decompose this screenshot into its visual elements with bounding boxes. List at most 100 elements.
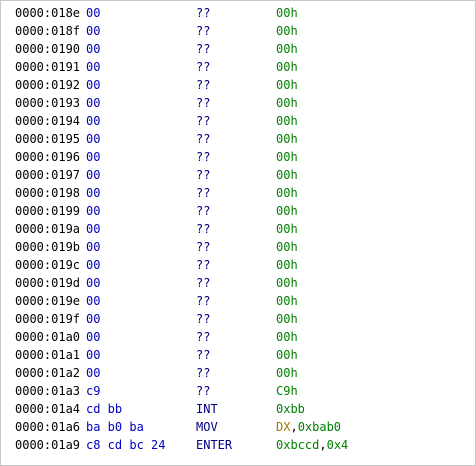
- bytes-cell[interactable]: 00: [86, 78, 101, 92]
- listing-row[interactable]: 0000:01a2 00?? 00h: [1, 364, 475, 382]
- address-cell[interactable]: 0000:0197: [15, 168, 81, 182]
- operand-cell[interactable]: 00h: [276, 346, 298, 364]
- bytes-cell[interactable]: 00: [86, 60, 101, 74]
- address-cell[interactable]: 0000:0199: [15, 204, 81, 218]
- bytes-cell[interactable]: 00: [86, 6, 101, 20]
- bytes-cell[interactable]: 00: [86, 312, 101, 326]
- listing-row[interactable]: 0000:0197 00?? 00h: [1, 166, 475, 184]
- bytes-cell[interactable]: 00: [86, 168, 101, 182]
- listing-row[interactable]: 0000:0196 00?? 00h: [1, 148, 475, 166]
- operand-scalar[interactable]: 00h: [276, 186, 298, 200]
- address-cell[interactable]: 0000:01a3: [15, 384, 81, 398]
- operand-scalar[interactable]: 00h: [276, 96, 298, 110]
- listing-row[interactable]: 0000:0194 00?? 00h: [1, 112, 475, 130]
- operand-scalar[interactable]: 00h: [276, 6, 298, 20]
- address-cell[interactable]: 0000:01a0: [15, 330, 81, 344]
- bytes-cell[interactable]: 00: [86, 330, 101, 344]
- operand-scalar[interactable]: 00h: [276, 114, 298, 128]
- address-cell[interactable]: 0000:0191: [15, 60, 81, 74]
- bytes-cell[interactable]: 00: [86, 240, 101, 254]
- mnemonic-cell[interactable]: ??: [196, 294, 211, 308]
- operand-cell[interactable]: 00h: [276, 130, 298, 148]
- listing-row[interactable]: 0000:0191 00?? 00h: [1, 58, 475, 76]
- operand-scalar[interactable]: 00h: [276, 348, 298, 362]
- mnemonic-cell[interactable]: MOV: [196, 420, 218, 434]
- listing-row[interactable]: 0000:01a0 00?? 00h: [1, 328, 475, 346]
- operand-scalar[interactable]: 00h: [276, 78, 298, 92]
- mnemonic-cell[interactable]: ??: [196, 330, 211, 344]
- operand-cell[interactable]: 00h: [276, 274, 298, 292]
- listing-row[interactable]: 0000:019e 00?? 00h: [1, 292, 475, 310]
- operand-cell[interactable]: 00h: [276, 256, 298, 274]
- address-cell[interactable]: 0000:0190: [15, 42, 81, 56]
- address-cell[interactable]: 0000:019a: [15, 222, 81, 236]
- mnemonic-cell[interactable]: ??: [196, 168, 211, 182]
- bytes-cell[interactable]: 00: [86, 222, 101, 236]
- mnemonic-cell[interactable]: ??: [196, 312, 211, 326]
- bytes-cell[interactable]: 00: [86, 96, 101, 110]
- address-cell[interactable]: 0000:018f: [15, 24, 81, 38]
- mnemonic-cell[interactable]: ??: [196, 258, 211, 272]
- bytes-cell[interactable]: 00: [86, 132, 101, 146]
- address-cell[interactable]: 0000:0194: [15, 114, 81, 128]
- address-cell[interactable]: 0000:0192: [15, 78, 81, 92]
- address-cell[interactable]: 0000:01a6: [15, 420, 81, 434]
- mnemonic-cell[interactable]: ??: [196, 204, 211, 218]
- operand-cell[interactable]: 00h: [276, 310, 298, 328]
- mnemonic-cell[interactable]: ??: [196, 78, 211, 92]
- bytes-cell[interactable]: 00: [86, 348, 101, 362]
- operand-cell[interactable]: 0xbccd,0x4: [276, 436, 348, 454]
- listing-row[interactable]: 0000:0199 00?? 00h: [1, 202, 475, 220]
- listing-row[interactable]: 0000:0195 00?? 00h: [1, 130, 475, 148]
- operand-cell[interactable]: 00h: [276, 184, 298, 202]
- operand-cell[interactable]: 00h: [276, 112, 298, 130]
- address-cell[interactable]: 0000:019f: [15, 312, 81, 326]
- operand-cell[interactable]: 00h: [276, 58, 298, 76]
- operand-scalar[interactable]: 00h: [276, 132, 298, 146]
- bytes-cell[interactable]: 00: [86, 366, 101, 380]
- mnemonic-cell[interactable]: ??: [196, 348, 211, 362]
- operand-cell[interactable]: 00h: [276, 40, 298, 58]
- bytes-cell[interactable]: 00: [86, 42, 101, 56]
- address-cell[interactable]: 0000:01a1: [15, 348, 81, 362]
- bytes-cell[interactable]: ba b0 ba: [86, 420, 144, 434]
- operand-scalar[interactable]: 0xbccd: [276, 438, 320, 452]
- operand-scalar[interactable]: 0x4: [326, 438, 349, 452]
- mnemonic-cell[interactable]: ??: [196, 6, 211, 20]
- listing-row[interactable]: 0000:0190 00?? 00h: [1, 40, 475, 58]
- operand-scalar[interactable]: 00h: [276, 312, 298, 326]
- operand-cell[interactable]: C9h: [276, 382, 298, 400]
- address-cell[interactable]: 0000:0196: [15, 150, 81, 164]
- operand-scalar[interactable]: 00h: [276, 24, 298, 38]
- operand-cell[interactable]: 00h: [276, 220, 298, 238]
- operand-scalar[interactable]: 00h: [276, 204, 298, 218]
- operand-cell[interactable]: DX,0xbab0: [276, 418, 341, 436]
- mnemonic-cell[interactable]: ??: [196, 114, 211, 128]
- mnemonic-cell[interactable]: ??: [196, 24, 211, 38]
- mnemonic-cell[interactable]: ??: [196, 222, 211, 236]
- operand-scalar[interactable]: C9h: [276, 384, 298, 398]
- bytes-cell[interactable]: 00: [86, 150, 101, 164]
- mnemonic-cell[interactable]: ??: [196, 276, 211, 290]
- operand-cell[interactable]: 00h: [276, 328, 298, 346]
- bytes-cell[interactable]: c8 cd bc 24: [86, 438, 166, 452]
- bytes-cell[interactable]: 00: [86, 204, 101, 218]
- operand-cell[interactable]: 00h: [276, 148, 298, 166]
- bytes-cell[interactable]: cd bb: [86, 402, 123, 416]
- operand-cell[interactable]: 00h: [276, 4, 298, 22]
- bytes-cell[interactable]: 00: [86, 24, 101, 38]
- mnemonic-cell[interactable]: ??: [196, 132, 211, 146]
- address-cell[interactable]: 0000:018e: [15, 6, 81, 20]
- operand-scalar[interactable]: 00h: [276, 276, 298, 290]
- address-cell[interactable]: 0000:01a2: [15, 366, 81, 380]
- address-cell[interactable]: 0000:0198: [15, 186, 81, 200]
- bytes-cell[interactable]: 00: [86, 294, 101, 308]
- operand-scalar[interactable]: 00h: [276, 42, 298, 56]
- listing-row[interactable]: 0000:01a4 cd bb INT 0xbb: [1, 400, 475, 418]
- address-cell[interactable]: 0000:01a9: [15, 438, 81, 452]
- listing-row[interactable]: 0000:01a3 c9?? C9h: [1, 382, 475, 400]
- listing-row[interactable]: 0000:0192 00?? 00h: [1, 76, 475, 94]
- operand-register[interactable]: DX: [276, 420, 291, 434]
- bytes-cell[interactable]: 00: [86, 186, 101, 200]
